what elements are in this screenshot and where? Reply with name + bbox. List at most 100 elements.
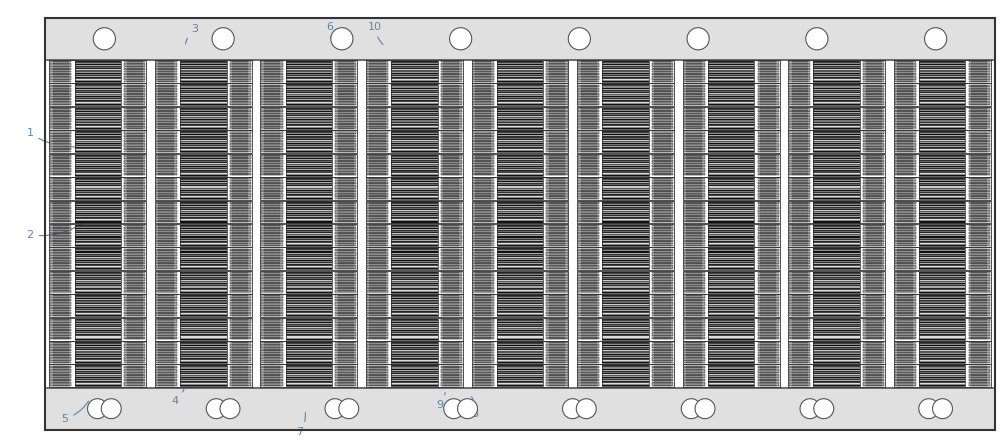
Bar xyxy=(127,303,143,304)
Bar xyxy=(602,102,649,103)
Bar xyxy=(497,112,543,113)
Bar xyxy=(441,111,462,113)
Bar xyxy=(261,88,283,89)
Bar xyxy=(443,198,459,199)
Bar xyxy=(367,173,388,174)
Bar xyxy=(894,294,991,317)
Bar xyxy=(127,115,143,116)
Bar xyxy=(919,258,965,259)
Bar xyxy=(264,194,280,195)
Bar xyxy=(391,297,438,298)
Bar xyxy=(654,133,671,134)
Bar xyxy=(286,79,332,80)
Bar xyxy=(75,287,121,288)
Bar xyxy=(50,361,71,363)
Bar xyxy=(180,208,227,209)
Bar xyxy=(813,140,860,141)
Bar xyxy=(919,361,965,362)
Bar xyxy=(367,193,388,194)
Bar xyxy=(443,203,459,204)
Bar xyxy=(124,211,145,213)
Bar xyxy=(367,141,388,142)
Bar xyxy=(863,355,884,356)
Bar xyxy=(338,170,354,171)
Bar xyxy=(180,157,227,158)
Bar xyxy=(369,367,386,368)
Bar xyxy=(789,305,810,306)
Bar xyxy=(369,194,386,195)
Bar xyxy=(124,66,145,67)
Bar xyxy=(264,74,280,75)
Bar xyxy=(180,255,227,256)
Bar xyxy=(758,215,779,216)
Bar xyxy=(286,118,332,120)
Bar xyxy=(602,149,649,150)
Bar xyxy=(369,103,386,104)
Bar xyxy=(124,369,145,370)
Bar xyxy=(232,63,248,64)
Bar xyxy=(127,347,143,348)
Bar xyxy=(894,60,991,83)
Bar xyxy=(264,379,280,380)
Bar xyxy=(866,210,882,211)
Bar xyxy=(50,211,71,213)
Bar xyxy=(919,227,965,228)
Bar xyxy=(156,313,177,315)
Bar xyxy=(127,112,143,113)
Bar xyxy=(813,219,860,221)
Bar xyxy=(261,74,283,75)
Bar xyxy=(578,325,599,326)
Bar xyxy=(971,274,987,275)
Bar xyxy=(760,180,776,181)
Bar xyxy=(919,229,965,230)
Bar xyxy=(919,243,965,244)
Bar xyxy=(441,68,462,69)
Bar xyxy=(497,255,543,256)
Bar xyxy=(75,100,121,101)
Bar xyxy=(286,198,332,199)
Bar xyxy=(367,63,388,64)
Bar xyxy=(686,274,702,275)
Bar xyxy=(497,88,543,89)
Bar xyxy=(760,295,776,296)
Bar xyxy=(50,146,71,147)
Bar xyxy=(75,202,121,222)
Bar xyxy=(286,381,332,382)
Bar xyxy=(338,372,354,373)
Bar xyxy=(230,329,251,330)
Bar xyxy=(53,295,69,296)
Bar xyxy=(919,91,965,92)
Bar xyxy=(53,171,69,172)
Bar xyxy=(369,277,386,278)
Bar xyxy=(391,70,438,71)
Bar xyxy=(760,384,776,385)
Bar xyxy=(686,173,702,174)
Bar xyxy=(286,211,332,212)
Bar xyxy=(969,198,990,199)
Bar xyxy=(866,369,882,370)
Bar xyxy=(789,88,810,89)
Bar xyxy=(813,212,860,213)
Bar xyxy=(124,315,145,316)
Bar xyxy=(792,73,808,74)
Bar xyxy=(863,268,884,269)
Bar xyxy=(792,144,808,145)
Bar xyxy=(53,280,69,281)
Bar xyxy=(475,315,491,316)
Bar xyxy=(338,240,354,241)
Bar xyxy=(813,206,860,207)
Bar xyxy=(895,305,916,306)
Bar xyxy=(708,377,754,378)
Bar xyxy=(652,163,673,164)
Bar xyxy=(866,171,882,172)
Bar xyxy=(286,280,332,281)
Bar xyxy=(578,225,599,226)
Bar xyxy=(53,74,69,75)
Bar xyxy=(684,116,705,117)
Bar xyxy=(232,182,248,183)
Bar xyxy=(391,385,438,386)
Bar xyxy=(473,250,494,251)
Bar xyxy=(813,287,860,288)
Bar xyxy=(286,252,332,253)
Bar xyxy=(158,135,174,136)
